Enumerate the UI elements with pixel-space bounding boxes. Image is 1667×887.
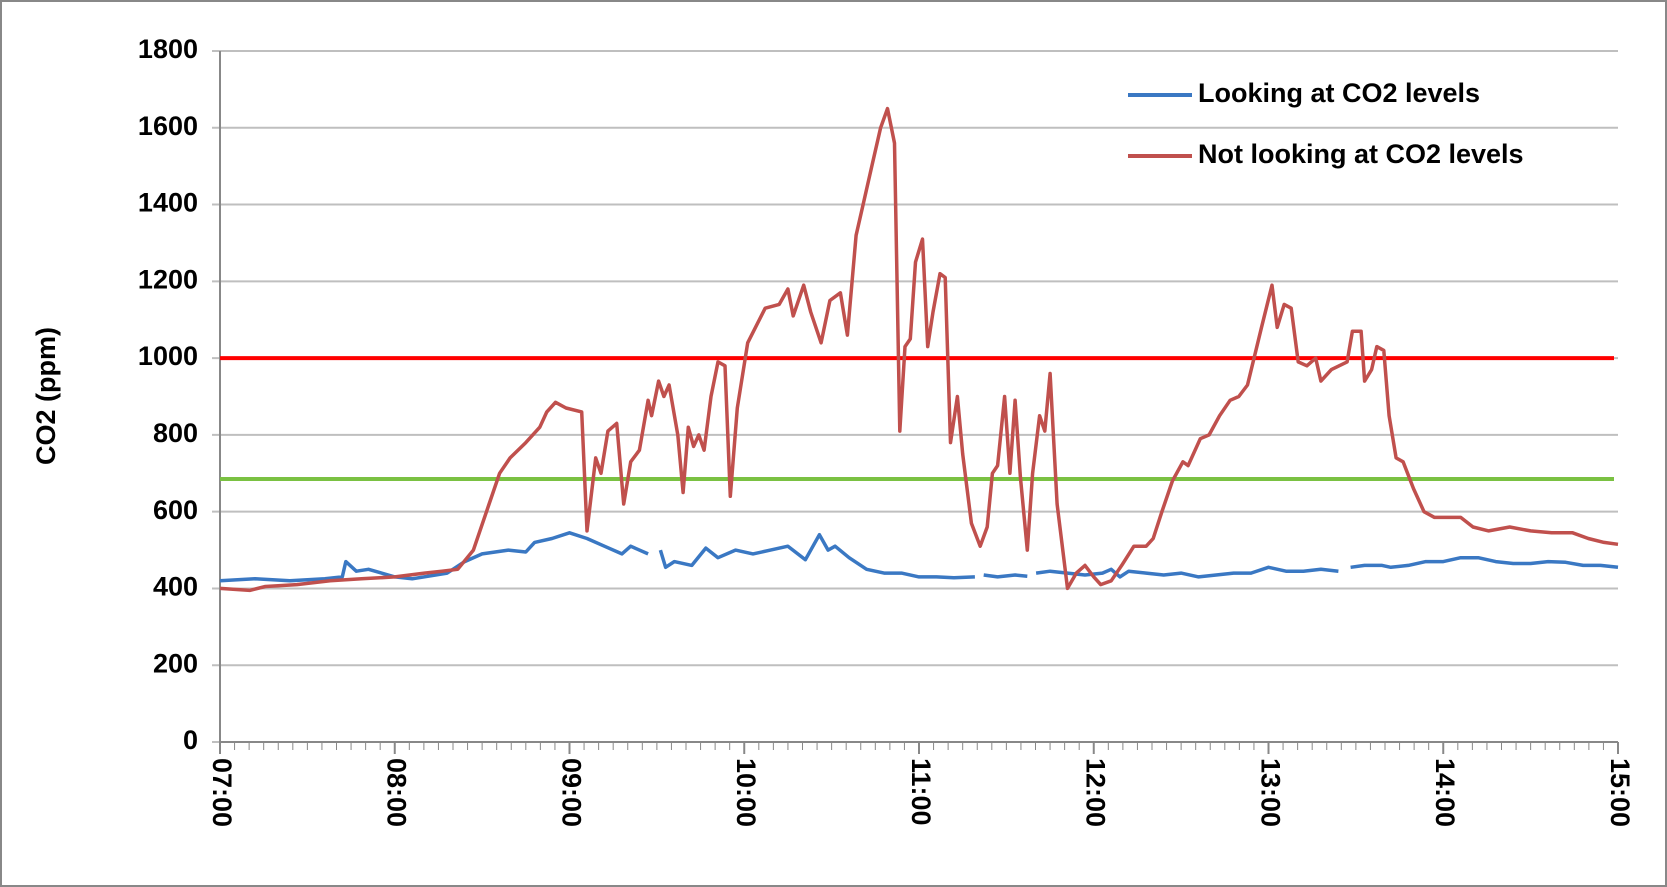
x-tick-label: 12:00	[1081, 758, 1111, 827]
y-tick-label: 1200	[138, 264, 198, 294]
y-tick-label: 600	[153, 495, 198, 525]
x-tick-label: 08:00	[382, 758, 412, 827]
x-tick-label: 14:00	[1430, 758, 1460, 827]
y-tick-label: 0	[183, 725, 198, 755]
legend-label: Looking at CO2 levels	[1198, 78, 1480, 108]
y-tick-label: 400	[153, 572, 198, 602]
y-tick-label: 1000	[138, 341, 198, 371]
y-tick-label: 200	[153, 648, 198, 678]
x-tick-label: 07:00	[207, 758, 237, 827]
y-tick-label: 1400	[138, 188, 198, 218]
x-tick-label: 09:00	[556, 758, 586, 827]
y-tick-label: 1600	[138, 111, 198, 141]
series-line	[219, 106, 1619, 593]
x-tick-label: 13:00	[1255, 758, 1285, 827]
x-tick-label: 10:00	[731, 758, 761, 827]
y-tick-label: 800	[153, 418, 198, 448]
y-axis-label: CO2 (ppm)	[31, 327, 61, 465]
legend-label: Not looking at CO2 levels	[1198, 139, 1524, 169]
y-tick-label: 1800	[138, 34, 198, 64]
x-tick-label: 11:00	[906, 758, 936, 826]
x-tick-label: 15:00	[1605, 758, 1635, 827]
